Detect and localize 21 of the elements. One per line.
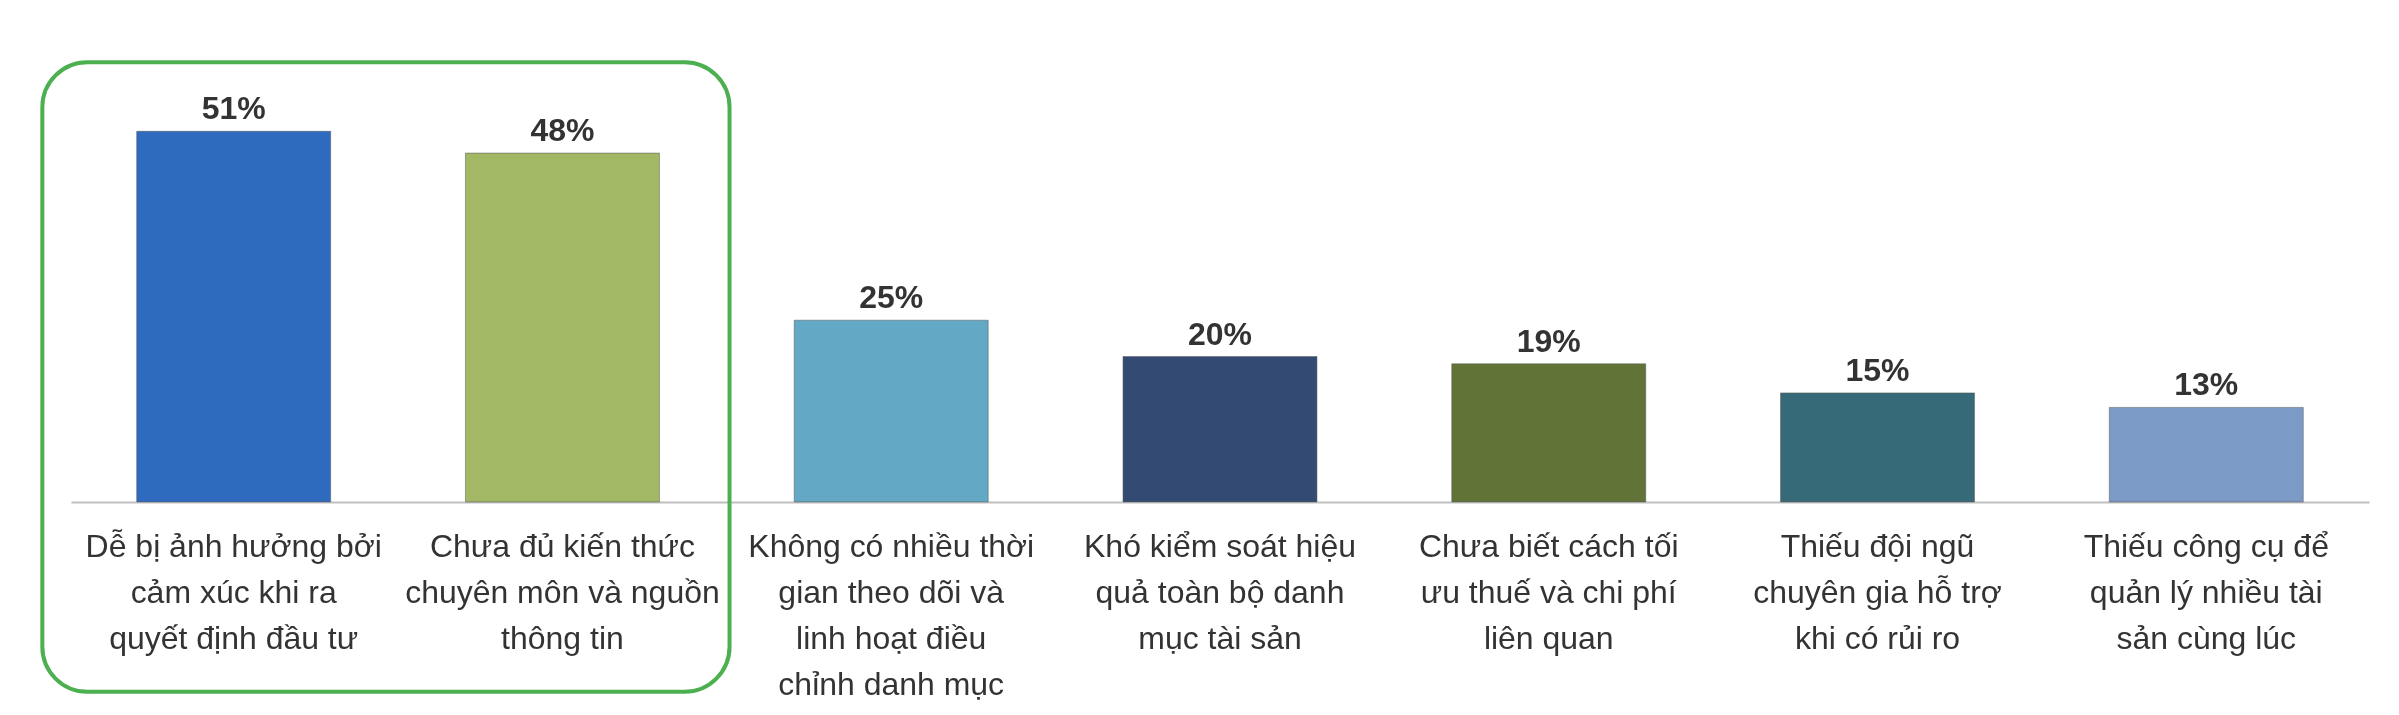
x-tick-label: Thiếu đội ngũ chuyên gia hỗ trợ khi có rủi ro xyxy=(1753,527,2002,656)
x-tick-label: Dễ bị ảnh hưởng bởi cảm xúc khi ra quyết định đầu tư xyxy=(85,527,382,656)
data-label: 48% xyxy=(530,112,595,149)
x-tick-label: Không có nhiều thời gian theo dõi và linh hoạt điều chỉnh danh mục xyxy=(748,527,1035,702)
data-label: 13% xyxy=(2174,366,2239,403)
data-label: 25% xyxy=(859,279,924,316)
x-tick-label: Khó kiểm soát hiệu quả toàn bộ danh mục tài sản xyxy=(1084,527,1356,656)
bar xyxy=(1122,356,1318,503)
bar xyxy=(2109,407,2304,503)
bar xyxy=(793,319,989,503)
data-label: 20% xyxy=(1187,315,1252,352)
x-tick-label: Chưa biết cách tối ưu thuế và chi phí liên quan xyxy=(1418,527,1679,656)
bar xyxy=(1780,392,1975,503)
data-label: 51% xyxy=(201,90,266,127)
data-label: 19% xyxy=(1516,322,1581,359)
bar xyxy=(136,131,331,503)
bar xyxy=(1451,363,1646,503)
bar xyxy=(465,152,660,503)
x-tick-label: Chưa đủ kiến thức chuyên môn và nguồn thông tin xyxy=(405,527,720,656)
data-label: 15% xyxy=(1845,351,1910,388)
x-tick-label: Thiếu công cụ để quản lý nhiều tài sản cùng lúc xyxy=(2083,527,2329,656)
